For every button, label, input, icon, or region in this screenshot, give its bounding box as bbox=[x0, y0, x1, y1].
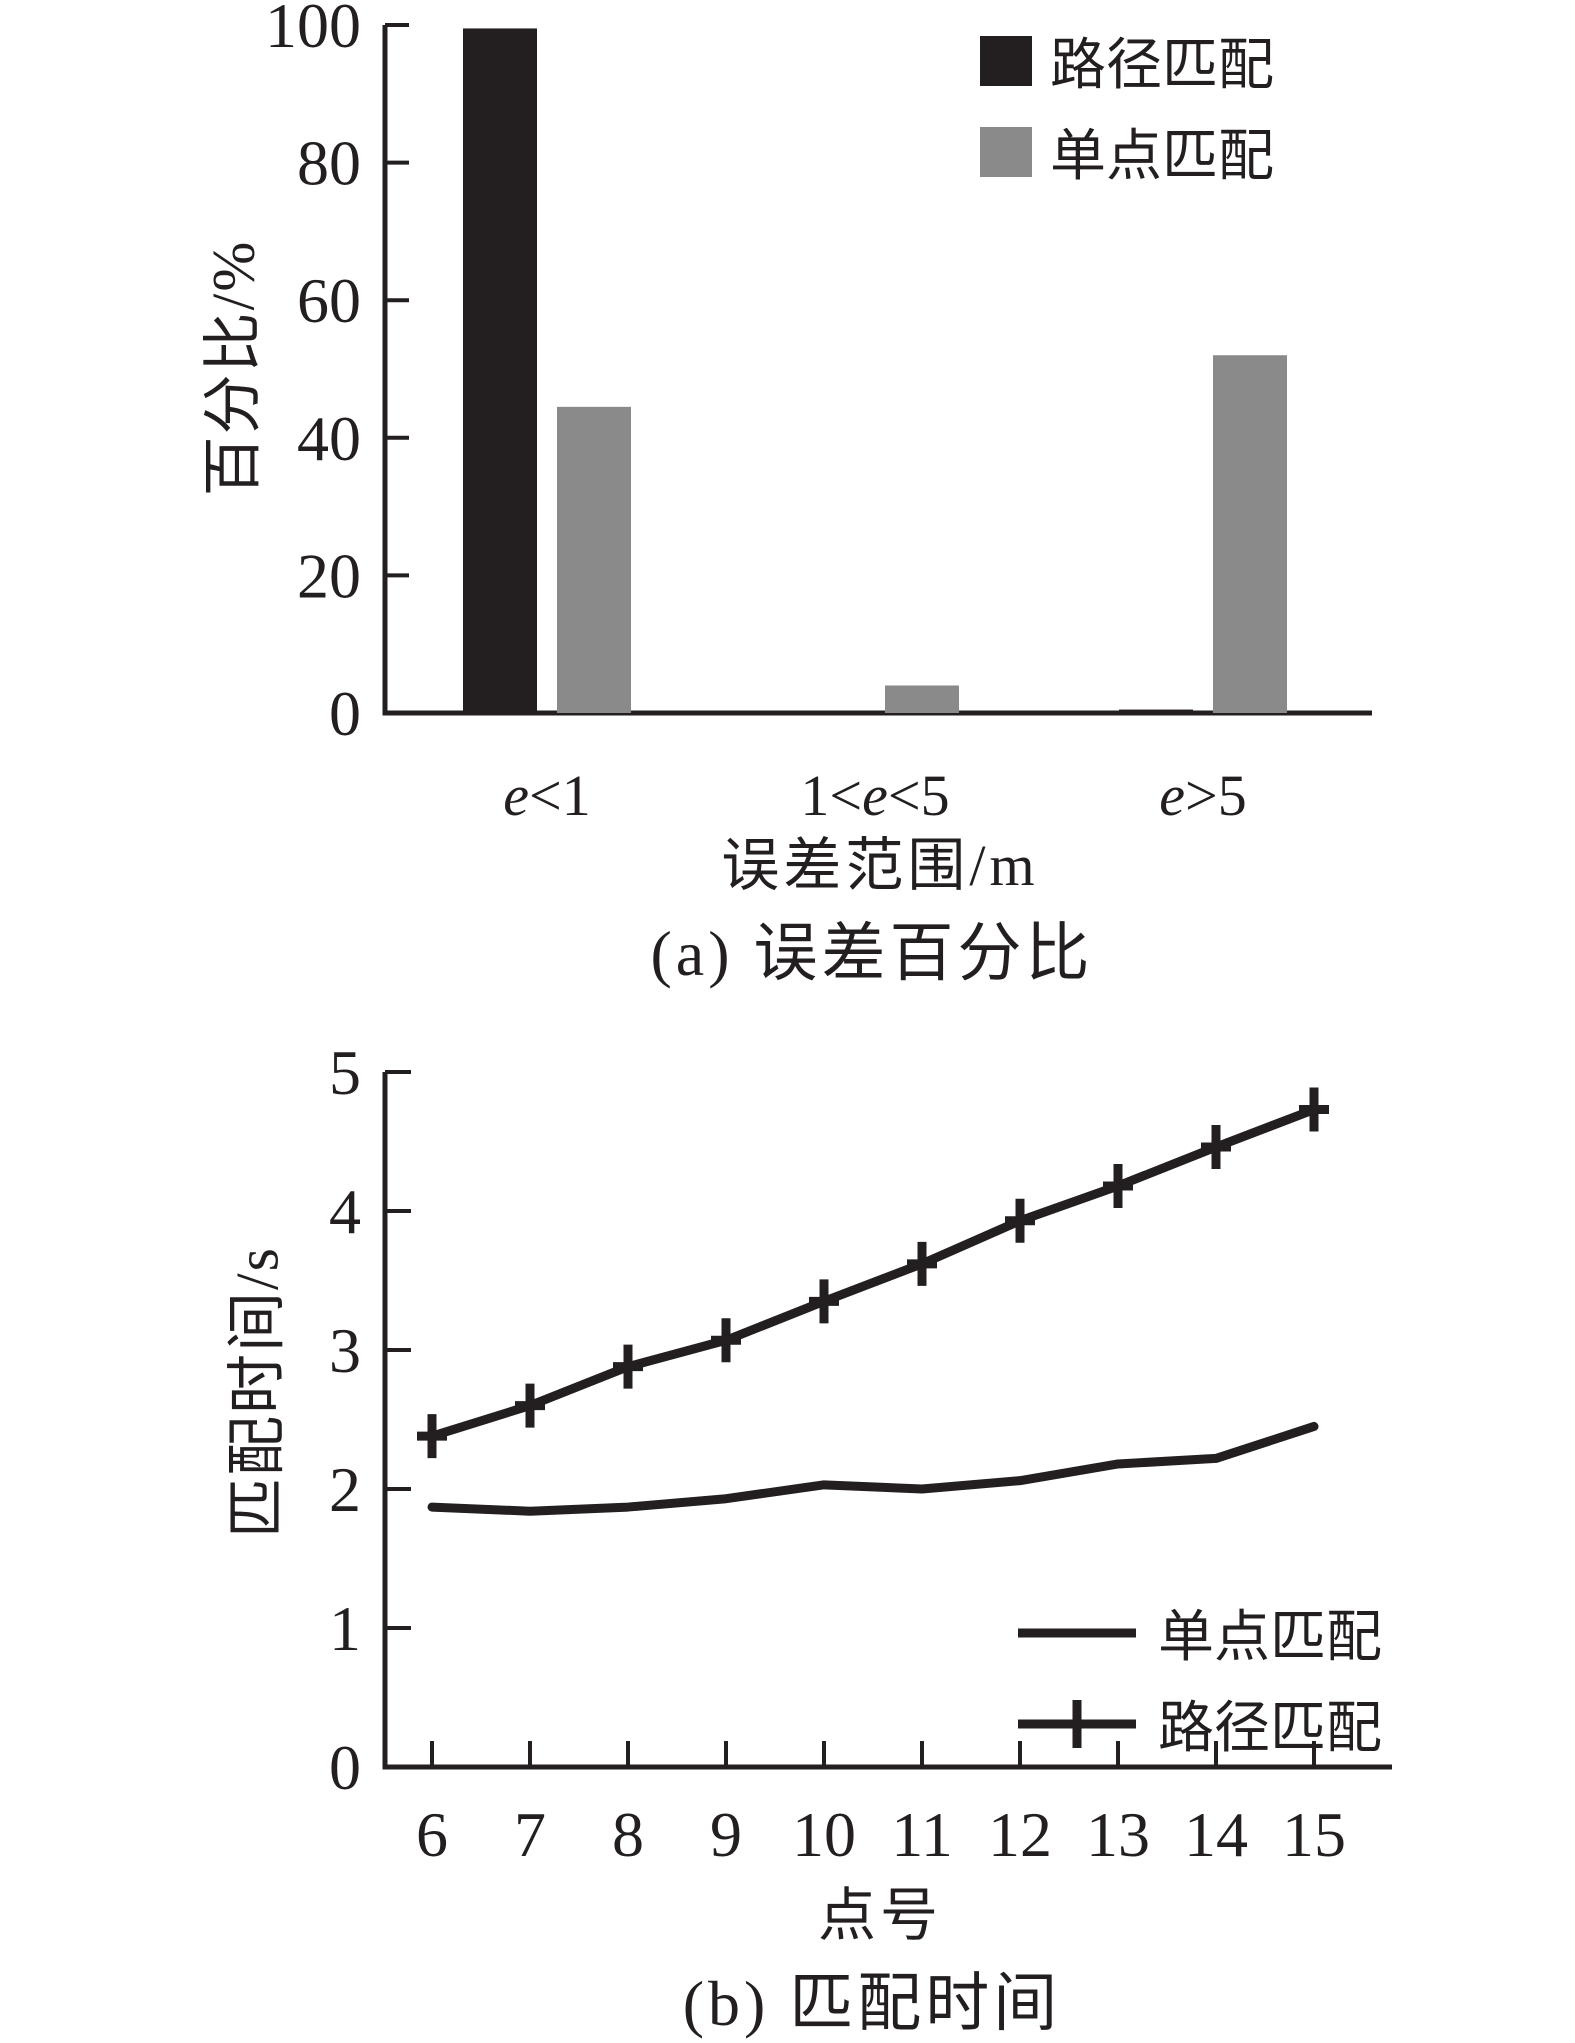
bar-legend-item-path-matching: 路径匹配 bbox=[980, 20, 1274, 101]
path-matching-swatch-icon bbox=[980, 35, 1032, 86]
line-y-tick-label: 0 bbox=[329, 1732, 361, 1803]
line-legend-item-single-point-matching: 单点匹配 bbox=[1014, 1592, 1382, 1673]
line-x-tick-label: 9 bbox=[710, 1799, 742, 1870]
bar-y-tick-label: 20 bbox=[297, 540, 361, 611]
line-legend-label: 路径匹配 bbox=[1158, 1698, 1382, 1760]
bar-segment bbox=[1119, 709, 1193, 713]
bar-y-axis-title: 百分比/% bbox=[200, 239, 267, 497]
bar-y-tick-label: 40 bbox=[297, 403, 361, 474]
plus-line-sample-icon bbox=[1018, 1699, 1136, 1748]
bar-chart-axes bbox=[382, 25, 1372, 716]
panel-a-caption: (a) 误差百分比 bbox=[650, 918, 1094, 989]
line-x-tick-label: 14 bbox=[1184, 1799, 1248, 1870]
bar-legend-label: 路径匹配 bbox=[1050, 35, 1274, 97]
series-line bbox=[427, 1421, 1319, 1516]
line-legend: 单点匹配 路径匹配 bbox=[1014, 1592, 1382, 1764]
line-chart-axes bbox=[382, 1072, 1392, 1770]
bar-y-tick-label: 80 bbox=[297, 128, 361, 199]
line-y-tick-label: 1 bbox=[329, 1593, 361, 1664]
bar-y-tick-label: 100 bbox=[265, 0, 361, 61]
bar-segment bbox=[557, 406, 631, 713]
line-x-tick-label: 13 bbox=[1086, 1799, 1150, 1870]
line-y-tick-label: 2 bbox=[329, 1454, 361, 1525]
bar-segment bbox=[885, 685, 959, 713]
bar-segment bbox=[463, 28, 537, 713]
single-point-matching-swatch-icon bbox=[980, 126, 1032, 177]
line-x-tick-label: 15 bbox=[1282, 1799, 1346, 1870]
bar-legend-label: 单点匹配 bbox=[1050, 126, 1274, 188]
bar-x-tick-label: e>5 bbox=[1159, 763, 1246, 828]
line-legend-label: 单点匹配 bbox=[1158, 1607, 1382, 1669]
bar-legend-item-single-point-matching: 单点匹配 bbox=[980, 111, 1274, 192]
line-x-tick-label: 11 bbox=[891, 1799, 953, 1870]
line-x-tick-label: 8 bbox=[612, 1799, 644, 1870]
bar-x-tick-label: e<1 bbox=[503, 763, 590, 828]
line-x-tick-label: 10 bbox=[792, 1799, 856, 1870]
bar-x-tick-label: 1<e<5 bbox=[800, 763, 949, 828]
bar-segment bbox=[1213, 355, 1287, 713]
line-x-tick-label: 7 bbox=[514, 1799, 546, 1870]
line-x-tick-label: 6 bbox=[416, 1799, 448, 1870]
line-legend-item-path-matching: 路径匹配 bbox=[1014, 1683, 1382, 1764]
line-y-axis-title: 匹配时间/s bbox=[224, 1245, 291, 1539]
plain-line-sample-icon bbox=[1018, 1628, 1136, 1637]
bar-y-tick-label: 60 bbox=[297, 265, 361, 336]
line-x-axis-title: 点号 bbox=[817, 1883, 943, 1948]
bar-legend: 路径匹配 单点匹配 bbox=[980, 20, 1274, 192]
line-y-tick-label: 3 bbox=[329, 1315, 361, 1386]
line-y-tick-label: 4 bbox=[329, 1176, 361, 1247]
line-y-tick-label: 5 bbox=[329, 1037, 361, 1108]
line-x-tick-label: 12 bbox=[988, 1799, 1052, 1870]
series-line bbox=[427, 1105, 1319, 1441]
panel-b-caption: (b) 匹配时间 bbox=[682, 1968, 1062, 2039]
bar-y-tick-label: 0 bbox=[329, 678, 361, 749]
bar-x-axis-title: 误差范围/m bbox=[721, 833, 1039, 898]
